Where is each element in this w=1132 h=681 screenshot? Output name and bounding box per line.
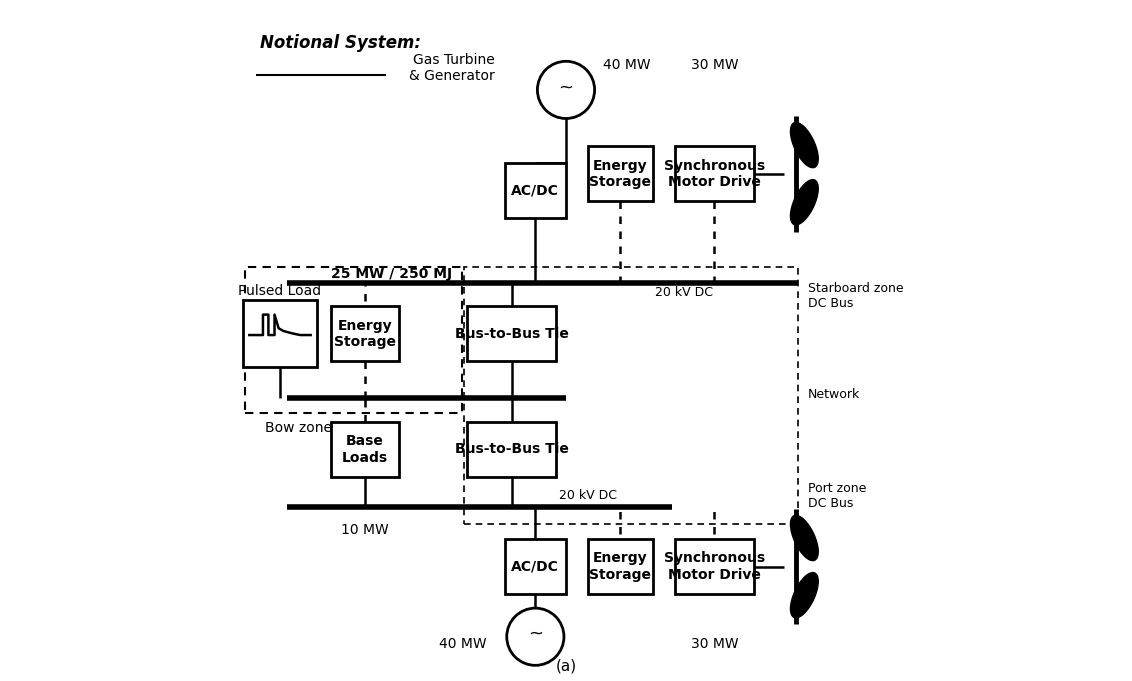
Text: Starboard zone
DC Bus: Starboard zone DC Bus bbox=[808, 282, 903, 311]
Text: Energy
Storage: Energy Storage bbox=[334, 319, 396, 349]
Text: 40 MW: 40 MW bbox=[603, 58, 651, 72]
Text: Notional System:: Notional System: bbox=[259, 34, 421, 52]
Text: Port zone
DC Bus: Port zone DC Bus bbox=[808, 481, 866, 510]
Text: ~: ~ bbox=[528, 625, 543, 643]
Bar bbox=[243, 300, 317, 367]
Ellipse shape bbox=[790, 573, 818, 618]
Ellipse shape bbox=[790, 516, 818, 560]
Bar bbox=[331, 422, 400, 477]
Bar bbox=[468, 422, 556, 477]
Text: Bow zone: Bow zone bbox=[265, 421, 332, 434]
Bar bbox=[505, 163, 566, 218]
Bar bbox=[589, 146, 653, 201]
Text: Energy
Storage: Energy Storage bbox=[590, 552, 652, 582]
Text: Bus-to-Bus Tie: Bus-to-Bus Tie bbox=[455, 443, 568, 456]
Bar bbox=[331, 306, 400, 361]
Text: 30 MW: 30 MW bbox=[691, 637, 738, 650]
Text: Gas Turbine
& Generator: Gas Turbine & Generator bbox=[409, 53, 495, 83]
Text: 20 kV DC: 20 kV DC bbox=[654, 286, 712, 300]
Bar bbox=[676, 146, 754, 201]
Ellipse shape bbox=[790, 123, 818, 168]
Text: AC/DC: AC/DC bbox=[512, 184, 559, 197]
Bar bbox=[676, 539, 754, 594]
Bar bbox=[464, 267, 798, 524]
Bar bbox=[245, 267, 463, 413]
Bar bbox=[505, 539, 566, 594]
Text: Base
Loads: Base Loads bbox=[342, 434, 388, 464]
Text: 25 MW / 250 MJ: 25 MW / 250 MJ bbox=[331, 267, 452, 281]
Text: Energy
Storage: Energy Storage bbox=[590, 159, 652, 189]
Bar bbox=[468, 306, 556, 361]
Text: Bus-to-Bus Tie: Bus-to-Bus Tie bbox=[455, 327, 568, 340]
Text: 20 kV DC: 20 kV DC bbox=[559, 489, 617, 503]
Text: Pulsed Load: Pulsed Load bbox=[239, 284, 321, 298]
Text: 10 MW: 10 MW bbox=[341, 523, 389, 537]
Text: ~: ~ bbox=[558, 78, 574, 96]
Text: AC/DC: AC/DC bbox=[512, 560, 559, 573]
Bar bbox=[589, 539, 653, 594]
Text: Synchronous
Motor Drive: Synchronous Motor Drive bbox=[663, 552, 765, 582]
Text: (a): (a) bbox=[556, 659, 576, 674]
Text: Network: Network bbox=[808, 388, 860, 402]
Text: 30 MW: 30 MW bbox=[691, 58, 738, 72]
Text: Synchronous
Motor Drive: Synchronous Motor Drive bbox=[663, 159, 765, 189]
Text: 40 MW: 40 MW bbox=[439, 637, 487, 650]
Ellipse shape bbox=[790, 180, 818, 225]
